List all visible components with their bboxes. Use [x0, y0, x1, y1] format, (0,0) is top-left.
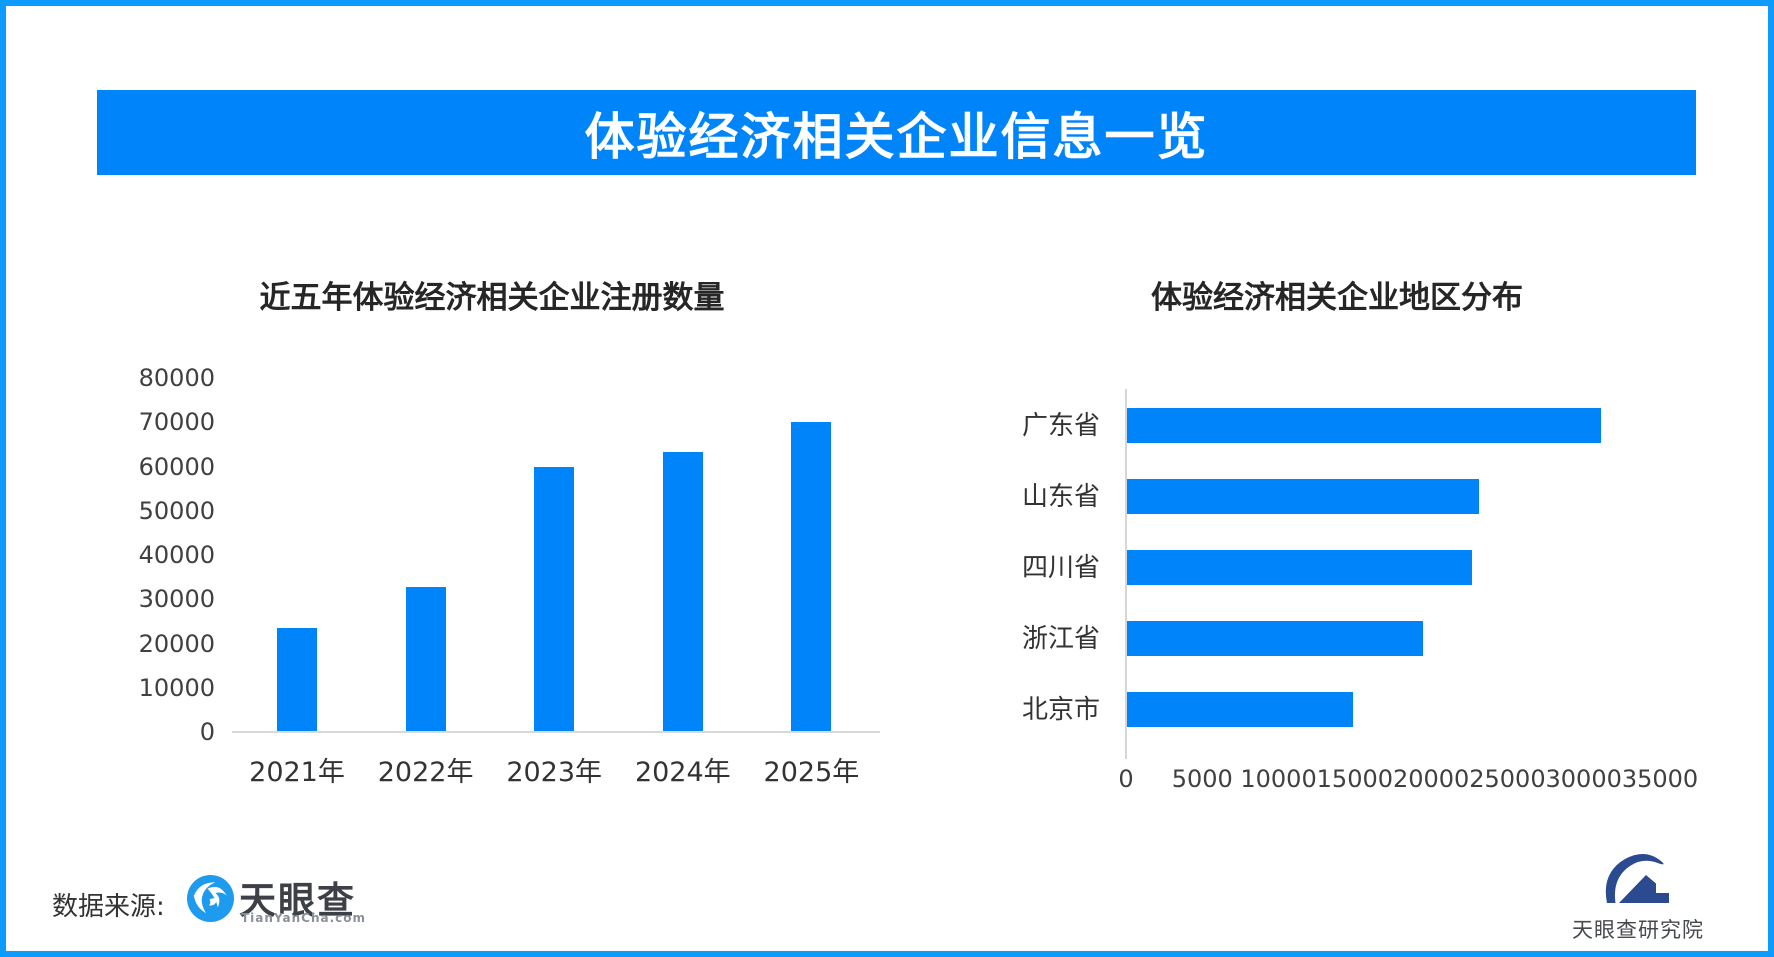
tianyancha-wordmark: 天眼查	[239, 879, 356, 922]
tyc-research-institute-logo-icon	[1599, 849, 1671, 917]
bar-2022年	[405, 587, 446, 732]
bar-浙江省	[1127, 621, 1423, 656]
bar-广东省	[1127, 408, 1602, 443]
y-category-label: 广东省	[1021, 410, 1100, 441]
x-tick-label: 25000	[1469, 765, 1546, 793]
x-category-label: 2021年	[249, 757, 345, 788]
x-tick-label: 0	[1118, 765, 1134, 793]
y-category-label: 山东省	[1021, 481, 1100, 512]
right-chart-y-axis-line	[1125, 389, 1127, 759]
research-institute-label: 天眼查研究院	[1572, 918, 1704, 942]
y-tick-label: 50000	[138, 496, 215, 525]
bar-2021年	[277, 628, 317, 732]
bar-山东省	[1127, 479, 1480, 514]
x-tick-label: 20000	[1392, 765, 1470, 793]
y-tick-label: 70000	[138, 408, 215, 437]
bar-2025年	[791, 422, 832, 732]
x-tick-label: 35000	[1621, 765, 1699, 793]
right-chart-title: 体验经济相关企业地区分布	[1151, 280, 1523, 316]
bar-2024年	[662, 452, 703, 732]
x-category-label: 2024年	[634, 757, 731, 788]
page-title: 体验经济相关企业信息一览	[584, 107, 1209, 166]
data-source-label: 数据来源:	[52, 892, 165, 922]
tianyancha-domain-text: TianYanCha.com	[241, 911, 367, 925]
y-tick-label: 80000	[138, 364, 215, 392]
left-chart-x-axis-line	[232, 731, 880, 733]
title-banner: 体验经济相关企业信息一览	[97, 90, 1696, 175]
x-tick-label: 10000	[1240, 765, 1317, 793]
x-category-label: 2023年	[506, 757, 603, 788]
x-tick-label: 15000	[1316, 765, 1394, 793]
x-tick-label: 5000	[1171, 765, 1233, 793]
y-tick-label: 60000	[138, 452, 215, 481]
bar-四川省	[1127, 550, 1472, 585]
y-tick-label: 10000	[138, 673, 215, 702]
left-chart-title: 近五年体验经济相关企业注册数量	[259, 280, 725, 316]
y-category-label: 四川省	[1021, 552, 1100, 583]
y-tick-label: 30000	[138, 585, 215, 614]
y-tick-label: 0	[199, 718, 215, 746]
y-category-label: 北京市	[1021, 694, 1100, 725]
y-tick-label: 20000	[138, 629, 215, 658]
x-category-label: 2025年	[763, 757, 860, 788]
bar-北京市	[1127, 692, 1353, 727]
bar-2023年	[534, 466, 575, 732]
tianyancha-logo-icon	[187, 875, 234, 926]
y-tick-label: 40000	[138, 541, 215, 569]
x-tick-label: 30000	[1545, 765, 1622, 793]
x-category-label: 2022年	[377, 757, 474, 788]
y-category-label: 浙江省	[1021, 623, 1100, 654]
